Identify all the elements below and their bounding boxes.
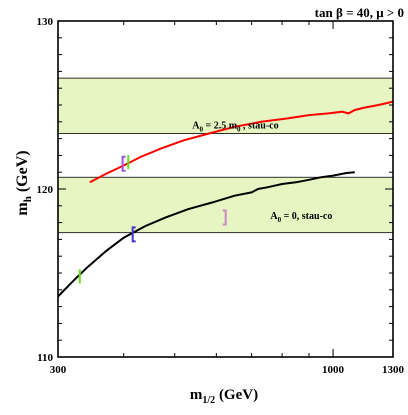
constraint-marker-1 <box>131 226 136 243</box>
y-axis-label-sub: h <box>22 196 34 202</box>
constraint-markers <box>78 155 227 284</box>
y-tick-label-120: 120 <box>37 184 54 196</box>
series-label-a0-2p5m0-end: , stau-co <box>241 121 279 132</box>
constraint-marker-2 <box>222 209 227 226</box>
y-tick-label-130: 130 <box>37 16 54 28</box>
series-label-a0-2p5m0-a-sub: 0 <box>200 126 204 134</box>
constraint-marker-3 <box>121 155 126 172</box>
series-label-a0-2p5m0-mid: = 2.5 m <box>203 121 238 132</box>
x-axis-label: m1/2 (GeV) <box>190 387 258 406</box>
x-tick-label-300: 300 <box>50 364 67 376</box>
series-label-a0-2p5m0: A0 = 2.5 m0 , stau-co <box>192 121 278 134</box>
y-tick-label-110: 110 <box>37 352 53 364</box>
series-label-a0-2p5m0-a: A <box>192 121 200 132</box>
series-label-a0-0-a: A <box>270 211 278 222</box>
x-axis-label-main: m <box>190 387 203 403</box>
y-axis-label: mh (GeV) <box>14 150 34 215</box>
series-lines <box>57 100 394 298</box>
chart-title: tan β = 40, μ > 0 <box>315 5 404 20</box>
series-line-1 <box>57 171 355 298</box>
series-line-0 <box>89 100 394 184</box>
y-axis-label-main: m <box>14 202 31 216</box>
acceptance-bands <box>57 77 394 234</box>
series-label-a0-2p5m0-m-sub: 0 <box>237 126 241 134</box>
x-axis-label-unit: (GeV) <box>215 387 258 403</box>
x-axis-label-sub: 1/2 <box>202 395 215 406</box>
higgs-mass-band-1 <box>57 77 394 134</box>
y-axis-label-unit: (GeV) <box>14 150 31 196</box>
series-label-a0-0-a-sub: 0 <box>278 216 282 224</box>
axis-ticks: 300 1000 1300 110 120 130 <box>37 16 405 376</box>
x-tick-label-1000: 1000 <box>322 364 345 376</box>
series-label-a0-0: A0 = 0, stau-co <box>270 211 332 224</box>
series-label-a0-0-mid: = 0, stau-co <box>281 211 332 222</box>
x-tick-label-1300: 1300 <box>382 364 405 376</box>
